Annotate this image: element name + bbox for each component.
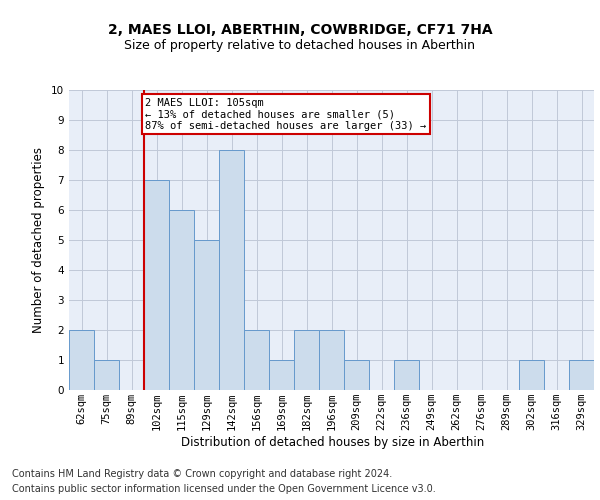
Bar [519,360,544,390]
Bar [194,240,219,390]
Bar [169,210,194,390]
Text: Distribution of detached houses by size in Aberthin: Distribution of detached houses by size … [181,436,485,449]
Bar [244,330,269,390]
Bar [69,330,94,390]
Text: 2 MAES LLOI: 105sqm
← 13% of detached houses are smaller (5)
87% of semi-detache: 2 MAES LLOI: 105sqm ← 13% of detached ho… [145,98,427,130]
Bar [219,150,244,390]
Bar [344,360,369,390]
Text: Contains public sector information licensed under the Open Government Licence v3: Contains public sector information licen… [12,484,436,494]
Text: Contains HM Land Registry data © Crown copyright and database right 2024.: Contains HM Land Registry data © Crown c… [12,469,392,479]
Bar [394,360,419,390]
Bar [269,360,294,390]
Bar [144,180,169,390]
Y-axis label: Number of detached properties: Number of detached properties [32,147,46,333]
Bar [319,330,344,390]
Bar [94,360,119,390]
Text: 2, MAES LLOI, ABERTHIN, COWBRIDGE, CF71 7HA: 2, MAES LLOI, ABERTHIN, COWBRIDGE, CF71 … [107,22,493,36]
Bar [294,330,319,390]
Bar [569,360,594,390]
Text: Size of property relative to detached houses in Aberthin: Size of property relative to detached ho… [125,39,476,52]
